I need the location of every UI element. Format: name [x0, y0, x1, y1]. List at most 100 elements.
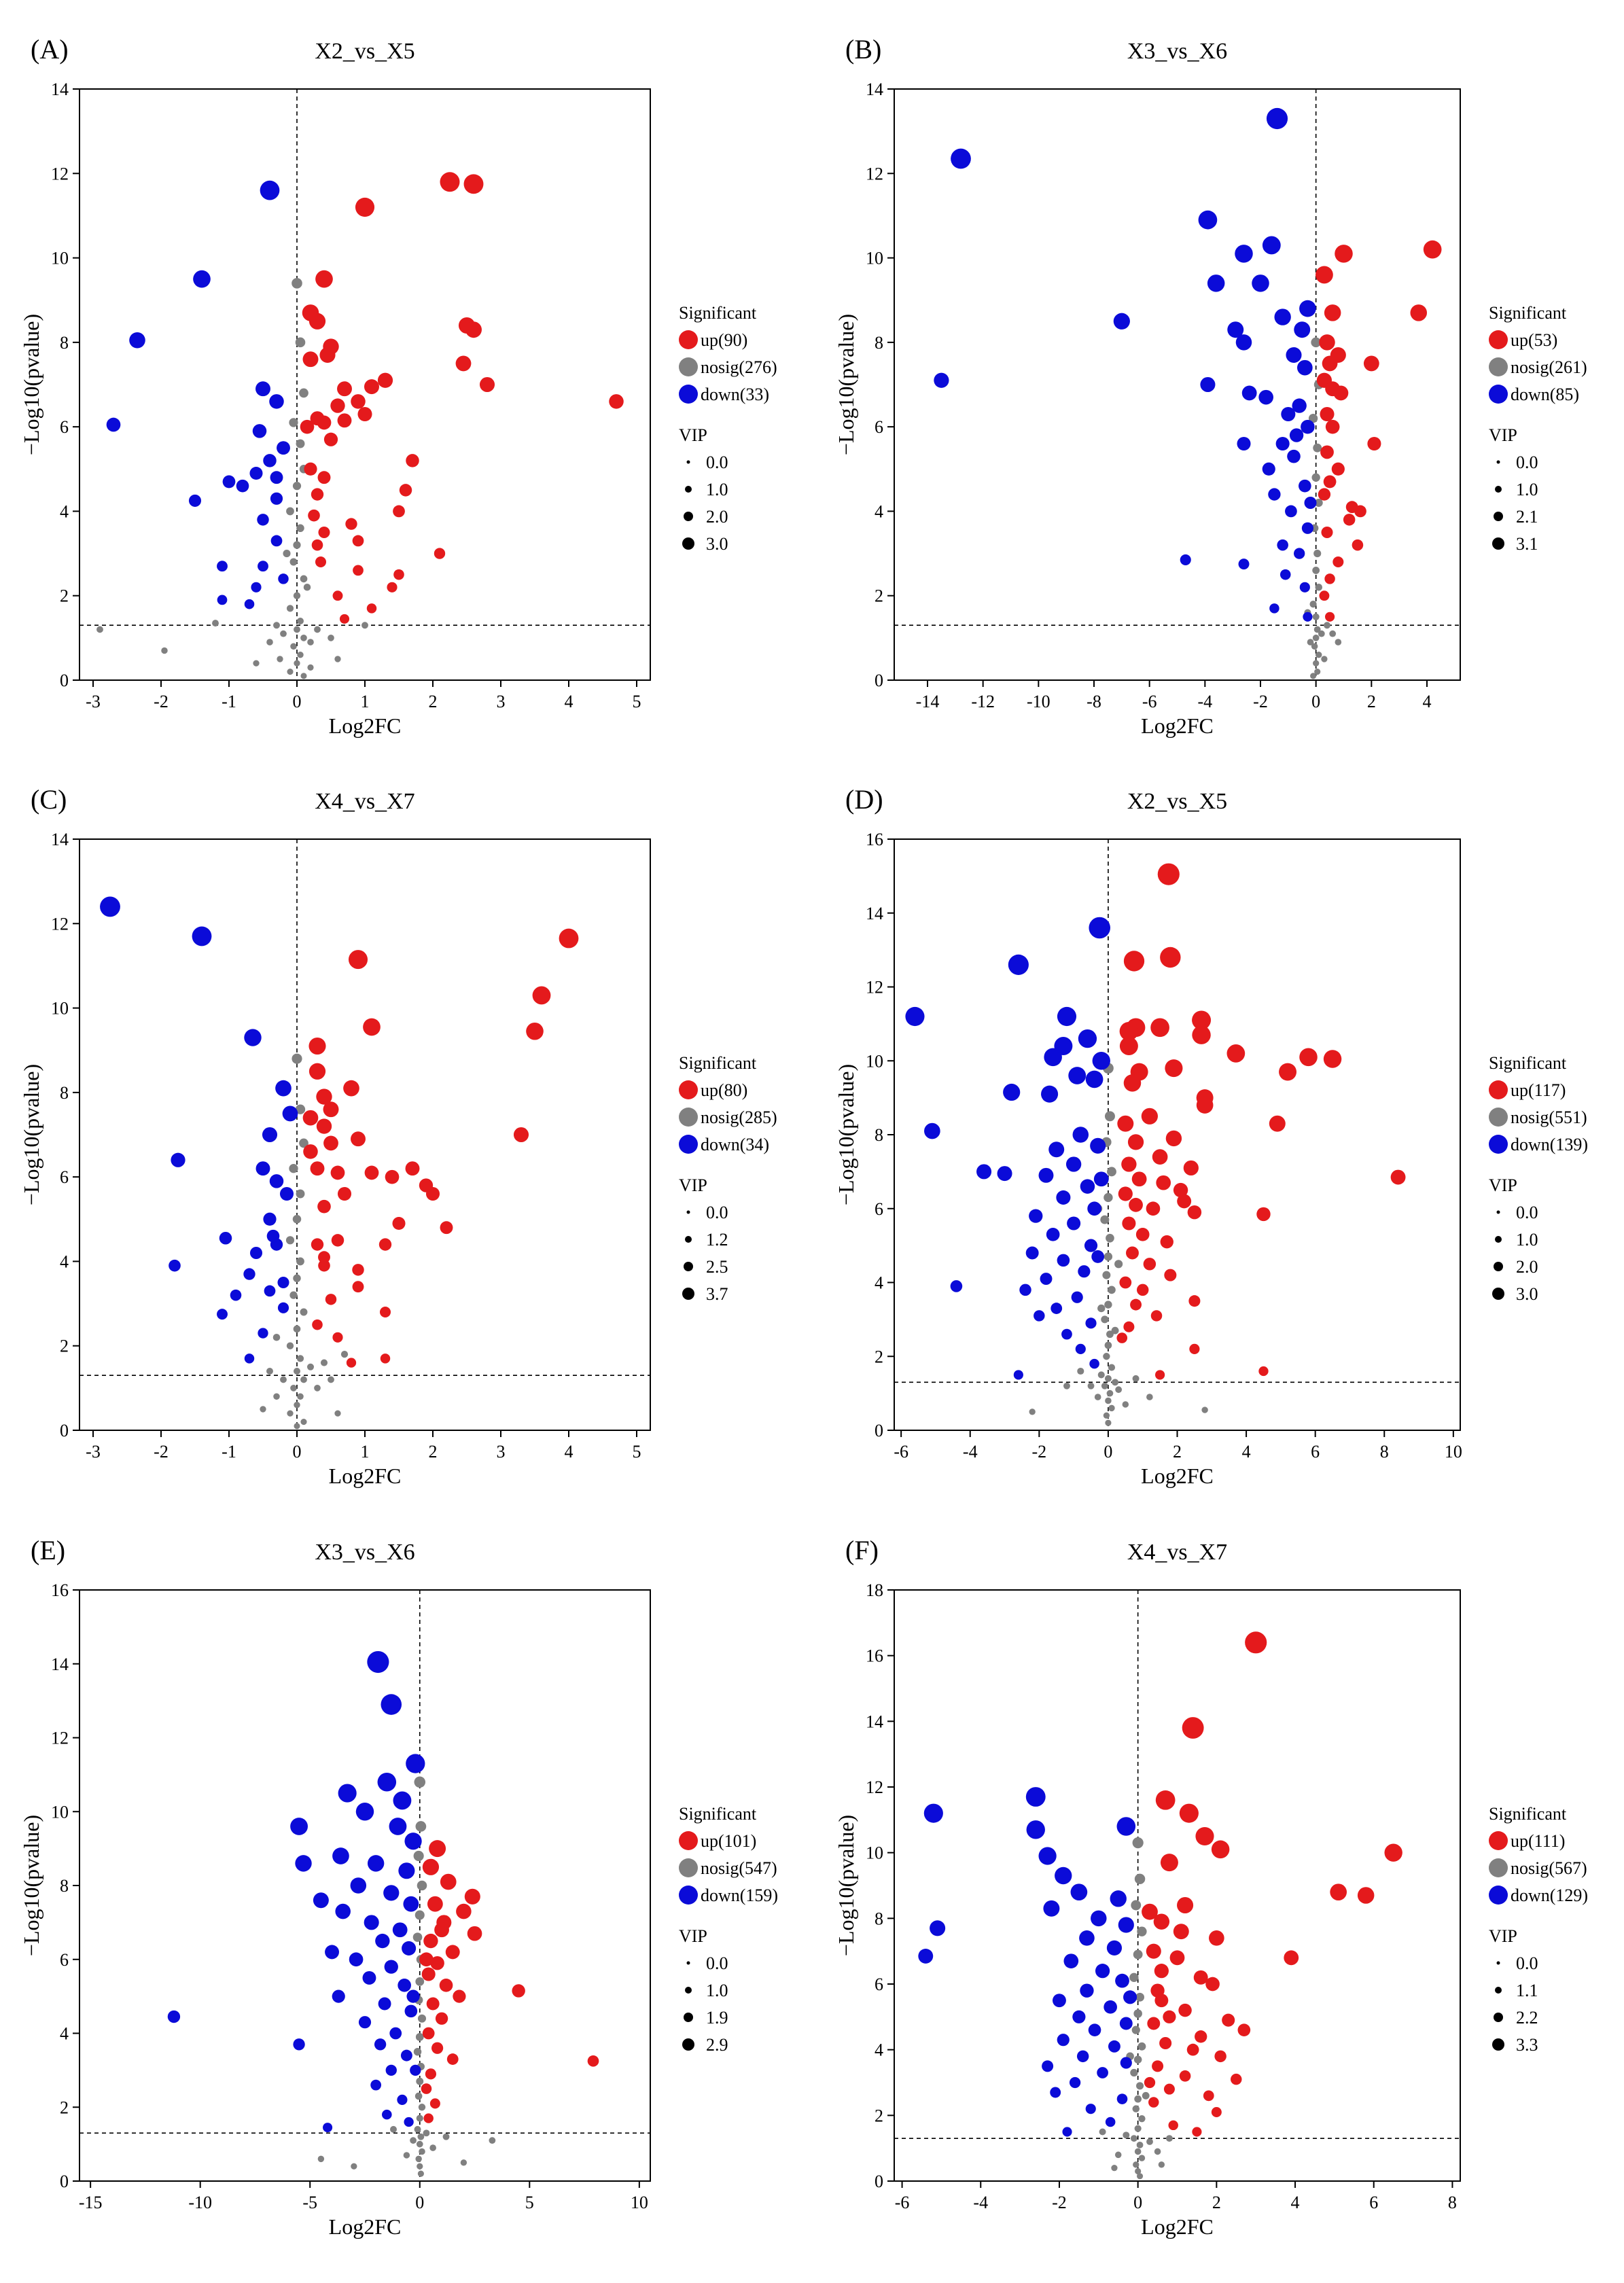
- point-up: [1319, 590, 1330, 601]
- point-down: [364, 1915, 379, 1930]
- point-up: [421, 2083, 432, 2094]
- point-down: [313, 1892, 329, 1909]
- point-down: [106, 417, 121, 432]
- point-nosig: [1114, 2151, 1122, 2159]
- point-nosig: [1324, 622, 1330, 629]
- y-tick-label: 14: [866, 79, 883, 99]
- x-tick-label: 8: [1380, 1442, 1389, 1462]
- point-nosig: [289, 1291, 298, 1299]
- y-axis-label: −Log10(pvalue): [19, 314, 43, 455]
- point-up: [332, 1332, 343, 1343]
- series-nosig: [260, 1053, 349, 1430]
- y-tick-label: 14: [51, 79, 69, 99]
- point-up: [1332, 556, 1344, 568]
- legend-swatch: [1489, 1080, 1508, 1099]
- legend: Significant up(117) nosig(551) down(139) VIP…: [1489, 1053, 1588, 1304]
- point-down: [397, 2094, 408, 2105]
- legend-item: up(90): [701, 330, 747, 350]
- vip-item: 1.0: [1516, 480, 1538, 499]
- series-nosig: [317, 1776, 496, 2177]
- point-up: [1155, 1790, 1176, 1810]
- point-down: [1180, 554, 1191, 565]
- x-tick-label: 2: [1367, 692, 1376, 711]
- legend-title: Significant: [1489, 1053, 1567, 1073]
- point-up: [387, 582, 398, 592]
- vip-item: 3.0: [1516, 1284, 1538, 1304]
- point-up: [1325, 612, 1335, 622]
- point-nosig: [1106, 1330, 1114, 1339]
- vip-item: 3.7: [706, 1284, 728, 1304]
- point-up: [465, 321, 482, 338]
- point-nosig: [306, 1363, 315, 1370]
- point-down: [1277, 539, 1288, 551]
- point-down: [290, 1818, 308, 1835]
- point-up: [343, 1080, 359, 1097]
- point-nosig: [1134, 1873, 1146, 1885]
- y-tick-label: 14: [51, 830, 69, 849]
- point-up: [1192, 1025, 1211, 1044]
- vip-legend-title: VIP: [1489, 1926, 1517, 1946]
- point-up: [1192, 2127, 1202, 2137]
- point-up: [526, 1022, 544, 1040]
- point-up: [364, 379, 380, 395]
- point-up: [1330, 1883, 1347, 1901]
- point-down: [976, 1164, 992, 1180]
- point-nosig: [1138, 2115, 1146, 2123]
- point-nosig: [1122, 1401, 1129, 1408]
- point-up: [1169, 1950, 1185, 1966]
- point-nosig: [334, 656, 341, 662]
- point-down: [255, 381, 270, 397]
- legend-item: up(80): [701, 1080, 747, 1100]
- y-tick-label: 10: [866, 1051, 883, 1071]
- point-nosig: [1101, 1315, 1109, 1324]
- series-down: [905, 917, 1111, 1380]
- point-nosig: [273, 1393, 280, 1400]
- legend-item: down(139): [1511, 1135, 1588, 1154]
- panel-label: (D): [845, 784, 883, 815]
- vip-item: 0.0: [706, 453, 728, 472]
- point-up: [379, 1306, 391, 1318]
- point-down: [1044, 1048, 1062, 1067]
- point-up: [1160, 946, 1181, 968]
- point-down: [403, 1896, 419, 1912]
- point-nosig: [283, 550, 291, 558]
- point-up: [1123, 1074, 1142, 1092]
- legend-swatch: [1489, 385, 1508, 404]
- point-down: [167, 2010, 181, 2023]
- point-nosig: [1321, 656, 1328, 662]
- point-down: [930, 1920, 946, 1936]
- point-down: [257, 514, 269, 526]
- point-up: [1155, 1370, 1165, 1380]
- chart-title: X2_vs_X5: [1127, 789, 1227, 814]
- vip-legend-title: VIP: [679, 1175, 707, 1195]
- point-nosig: [300, 575, 308, 583]
- point-down: [275, 1080, 292, 1097]
- point-up: [1163, 2010, 1176, 2023]
- point-down: [188, 494, 202, 507]
- legend-swatch: [679, 357, 698, 376]
- point-up: [366, 603, 377, 614]
- series-down: [106, 180, 290, 609]
- point-up: [337, 413, 352, 428]
- panel-label: (A): [31, 34, 69, 65]
- point-down: [262, 1127, 278, 1143]
- point-nosig: [1104, 1341, 1112, 1349]
- point-up: [1187, 1205, 1202, 1220]
- point-up: [1126, 1246, 1139, 1260]
- point-up: [1156, 1175, 1171, 1190]
- point-up: [1335, 245, 1353, 263]
- point-down: [1119, 2017, 1133, 2030]
- y-tick-label: 4: [875, 2040, 883, 2060]
- point-down: [367, 1650, 389, 1674]
- point-down: [410, 2064, 421, 2076]
- point-down: [1200, 376, 1216, 393]
- point-down: [171, 1152, 186, 1167]
- point-nosig: [1313, 660, 1320, 667]
- y-tick-label: 4: [875, 501, 883, 521]
- point-down: [249, 466, 263, 480]
- point-up: [464, 1888, 480, 1905]
- series-down: [918, 1787, 1137, 2137]
- point-down: [1285, 505, 1297, 518]
- point-nosig: [1315, 584, 1323, 591]
- point-nosig: [260, 1406, 266, 1413]
